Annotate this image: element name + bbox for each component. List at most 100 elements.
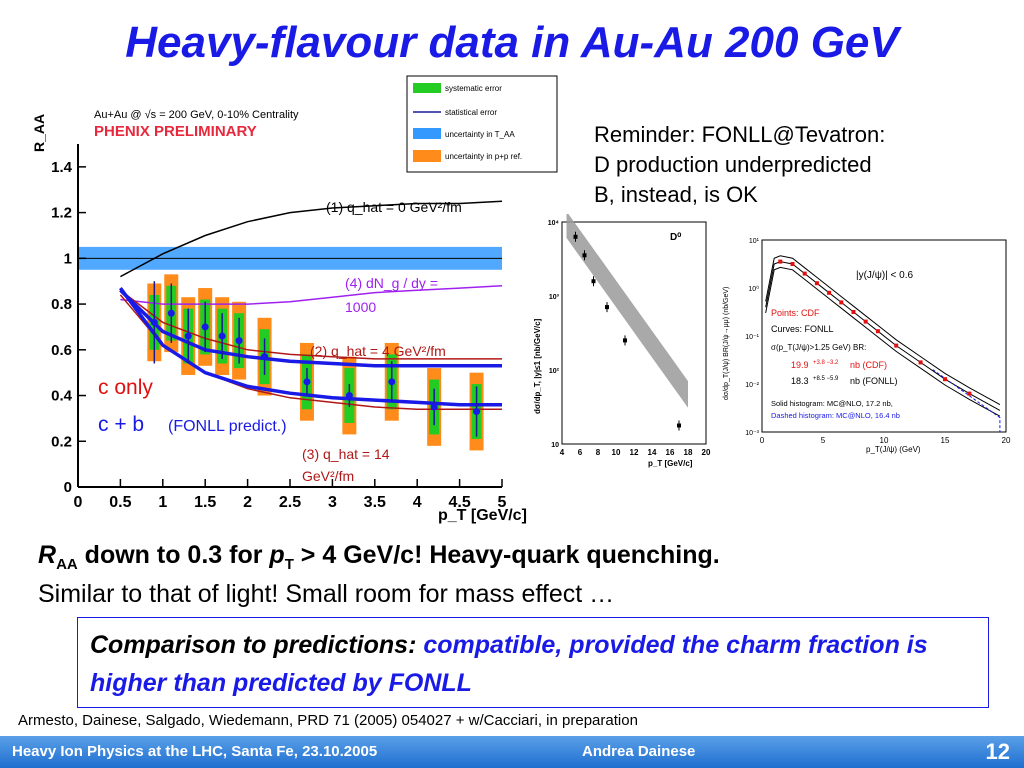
curve-label-4b: 1000 xyxy=(345,299,376,315)
raa-curve-5 xyxy=(118,287,502,407)
curve-label-3a: (3) q_hat = 14 xyxy=(302,446,390,462)
raa-xtick-label-4: 2 xyxy=(243,494,252,511)
jpsi-cdf-point-11 xyxy=(943,377,947,382)
raa-xtick-label-1: 0.5 xyxy=(109,494,131,511)
raa-end: > 4 GeV/c! Heavy-quark quenching. xyxy=(293,541,720,569)
jpsi-cdf-err: +3.8 −3.2 xyxy=(813,360,839,366)
cb-label: c + b xyxy=(98,413,144,436)
raa-xtick-label-10: 5 xyxy=(498,494,507,511)
raa-point-2 xyxy=(184,332,192,340)
jpsi-fonll-val: 18.3 xyxy=(791,376,809,386)
raa-point-4 xyxy=(218,332,226,340)
jpsi-cdf-point-4 xyxy=(827,290,832,295)
jpsi-xtick-0: 0 xyxy=(760,436,765,445)
raa-y-ticks: 0 0.2 0.4 0.6 0.8 1 1.2 1.4 xyxy=(51,159,86,496)
raa-r: R xyxy=(38,541,57,569)
raa-xtick-label-9: 4.5 xyxy=(448,494,470,511)
jpsi-y-ticks: 10⁻³ 10⁻² 10⁻¹ 10⁰ 10¹ xyxy=(745,238,759,437)
d0-xtick-3: 10 xyxy=(612,448,621,457)
d0-point-5 xyxy=(677,423,681,428)
d0-xtick-6: 16 xyxy=(666,448,675,457)
jpsi-cdf-val: 19.9 xyxy=(791,360,809,370)
d0-ytick-0: 10 xyxy=(551,442,559,449)
curve-label-2: (2) q_hat = 4 GeV²/fm xyxy=(310,343,446,359)
raa-xtick-label-8: 4 xyxy=(413,494,422,511)
jpsi-curves-label: Curves: FONLL xyxy=(771,324,834,334)
d0-point-0 xyxy=(573,234,578,239)
d0-x-ticks: 4 6 8 10 12 14 16 18 20 xyxy=(560,448,711,457)
jpsi-cdf-point-12 xyxy=(967,391,972,396)
jpsi-cdf-point-9 xyxy=(894,343,899,348)
jpsi-xtick-1: 5 xyxy=(821,436,826,445)
legend-taa: uncertainty in T_AA xyxy=(445,130,515,139)
jpsi-cdf-point-8 xyxy=(875,329,880,334)
reminder-text: Reminder: FONLL@Tevatron: D production u… xyxy=(594,120,885,210)
d0-xtick-0: 4 xyxy=(560,448,565,457)
comparison-rest: compatible, provided the charm fraction … xyxy=(90,631,928,697)
raa-aa: AA xyxy=(56,556,78,573)
raa-ytick-label-0: 0 xyxy=(64,479,72,496)
jpsi-ylabel: dσ/dp_T(J/ψ) BR(J/ψ→μμ) (nb/GeV) xyxy=(723,287,730,400)
legend-swatch-taa xyxy=(413,128,441,139)
raa-preliminary: PHENIX PRELIMINARY xyxy=(94,123,257,140)
d0-ytick-1: 10² xyxy=(549,368,560,375)
jpsi-xtick-3: 15 xyxy=(941,436,950,445)
raa-xtick-label-2: 1 xyxy=(158,494,167,511)
cb-note: (FONLL predict.) xyxy=(168,418,287,435)
raa-curve-0 xyxy=(120,200,503,278)
jpsi-fonll-curve-2 xyxy=(765,266,1001,417)
jpsi-solid-hist: Solid histogram: MC@NLO, 17.2 nb, xyxy=(771,399,893,408)
d0-point-3 xyxy=(605,305,609,310)
legend-swatch-systematic xyxy=(413,83,441,93)
reference-citation: Armesto, Dainese, Salgado, Wiedemann, PR… xyxy=(18,712,638,729)
raa-curve-1 xyxy=(120,285,503,305)
raa-xtick-label-7: 3.5 xyxy=(364,494,386,511)
raa-points xyxy=(150,281,481,437)
jpsi-box-label: |y(J/ψ)| < 0.6 xyxy=(856,270,913,281)
jpsi-xlabel: p_T(J/ψ) (GeV) xyxy=(866,445,921,454)
raa-ylabel: R_AA xyxy=(31,114,47,152)
d0-xtick-5: 14 xyxy=(648,448,657,457)
d0-xlabel: p_T [GeV/c] xyxy=(648,459,693,468)
raa-ytick-label-3: 0.6 xyxy=(51,342,72,359)
jpsi-x-ticks: 0 5 10 15 20 xyxy=(760,436,1011,445)
raa-ytick-label-4: 0.8 xyxy=(51,296,72,313)
jpsi-cdf-point-1 xyxy=(790,262,795,266)
d0-y-ticks: 10 10² 10³ 10⁴ xyxy=(548,220,560,449)
raa-mid: down to 0.3 for xyxy=(77,541,270,569)
raa-ytick-label-6: 1.2 xyxy=(51,205,72,222)
raa-ytick-label-2: 0.4 xyxy=(51,388,73,405)
raa-point-7 xyxy=(303,378,311,386)
d0-xtick-1: 6 xyxy=(578,448,583,457)
jpsi-cdf-point-0 xyxy=(778,259,783,264)
jpsi-cdf-point-3 xyxy=(814,281,819,286)
jpsi-cdf-point-5 xyxy=(839,300,844,305)
jpsi-fonll-suffix: nb (FONLL) xyxy=(850,376,898,386)
jpsi-dashed-hist: Dashed histogram: MC@NLO, 16.4 nb xyxy=(771,411,900,420)
jpsi-cdf-suffix: nb (CDF) xyxy=(850,360,887,370)
jpsi-fonll-err: +8.5 −5.9 xyxy=(813,376,839,382)
jpsi-xtick-2: 10 xyxy=(880,436,889,445)
comparison-box: Comparison to predictions: compatible, p… xyxy=(77,617,989,708)
raa-statement: RAA down to 0.3 for pT > 4 GeV/c! Heavy-… xyxy=(38,541,720,573)
raa-x-ticks: 0 0.5 1 1.5 2 2.5 3 3.5 4 4.5 5 xyxy=(74,479,507,511)
legend-swatch-pp xyxy=(413,150,441,162)
d0-xtick-8: 20 xyxy=(702,448,711,457)
raa-xtick-label-6: 3 xyxy=(328,494,337,511)
slide-number: 12 xyxy=(985,739,1010,764)
reminder-line-2: D production underpredicted xyxy=(594,152,872,177)
jpsi-cdf-point-6 xyxy=(851,310,856,314)
jpsi-cdf-point-2 xyxy=(802,271,807,276)
d0-xtick-2: 8 xyxy=(596,448,601,457)
d0-xtick-7: 18 xyxy=(684,448,693,457)
raa-xtick-label-5: 2.5 xyxy=(279,494,301,511)
c-only-label: c only xyxy=(98,376,153,399)
raa-curve-4 xyxy=(119,289,502,368)
jpsi-points-label: Points: CDF xyxy=(771,308,820,318)
footer-bar: Heavy Ion Physics at the LHC, Santa Fe, … xyxy=(0,736,1024,768)
jpsi-cdf-point-10 xyxy=(918,360,923,365)
raa-point-5 xyxy=(235,337,243,345)
jpsi-ytick-4: 10¹ xyxy=(749,238,760,245)
raa-xtick-label-0: 0 xyxy=(74,494,83,511)
raa-t: T xyxy=(284,556,294,573)
